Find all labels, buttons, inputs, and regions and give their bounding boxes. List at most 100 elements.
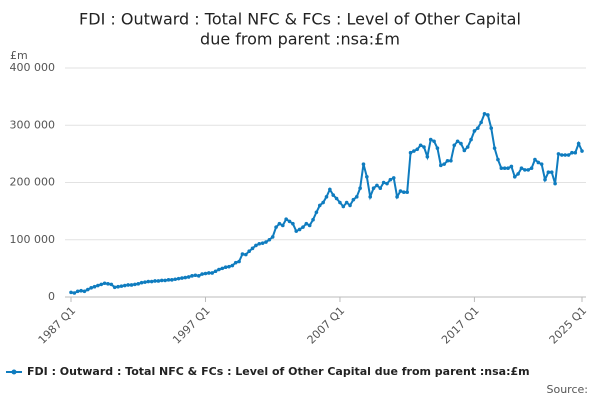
point xyxy=(449,158,453,163)
point xyxy=(136,282,141,286)
point xyxy=(106,282,110,286)
point xyxy=(539,162,544,166)
point xyxy=(153,279,157,283)
point xyxy=(307,223,312,228)
point xyxy=(149,279,154,284)
point xyxy=(230,263,235,268)
point xyxy=(509,164,514,169)
point xyxy=(203,271,208,276)
point xyxy=(563,153,567,157)
point xyxy=(297,227,302,232)
point xyxy=(200,272,204,276)
point xyxy=(314,210,319,215)
point xyxy=(496,157,500,162)
point xyxy=(186,275,191,279)
point xyxy=(516,172,520,176)
point xyxy=(442,162,446,166)
point xyxy=(489,126,494,130)
point xyxy=(452,143,457,148)
point xyxy=(576,141,581,146)
legend-label: FDI : Outward : Total NFC & FCs : Level … xyxy=(27,365,530,378)
point xyxy=(260,241,265,245)
point xyxy=(257,241,262,246)
point xyxy=(96,283,100,288)
point xyxy=(391,176,396,180)
point xyxy=(519,166,524,170)
point xyxy=(526,168,531,172)
source: Source: xyxy=(547,383,589,396)
point xyxy=(479,120,483,125)
point xyxy=(240,252,245,256)
point xyxy=(465,145,470,149)
point xyxy=(82,289,87,294)
point xyxy=(331,193,336,197)
point xyxy=(79,288,83,293)
point xyxy=(217,267,221,272)
point xyxy=(264,240,268,244)
point xyxy=(432,139,436,144)
point xyxy=(536,160,541,165)
point xyxy=(324,195,329,199)
point xyxy=(580,149,584,153)
point xyxy=(176,276,181,281)
point xyxy=(129,283,134,287)
point xyxy=(163,278,167,283)
point xyxy=(428,137,433,142)
point xyxy=(371,186,376,191)
point xyxy=(573,150,578,155)
line xyxy=(70,112,583,295)
point xyxy=(173,277,178,282)
point xyxy=(274,225,278,229)
point xyxy=(69,290,73,295)
y-tick-label: 400 000 xyxy=(10,61,56,74)
x-tick-label: 2025 Q1 xyxy=(547,304,590,347)
point xyxy=(486,113,490,117)
y-tick-label: 200 000 xyxy=(10,176,56,189)
x-tick-label: 1997 Q1 xyxy=(170,304,213,347)
point xyxy=(223,265,228,270)
point xyxy=(250,246,255,251)
point xyxy=(159,278,164,283)
point xyxy=(210,271,214,275)
point xyxy=(139,280,144,285)
point xyxy=(321,200,325,205)
point xyxy=(317,203,322,208)
point xyxy=(86,287,90,292)
point xyxy=(354,195,359,199)
point xyxy=(311,217,315,222)
point xyxy=(492,146,497,150)
point xyxy=(533,157,537,162)
point xyxy=(523,168,527,172)
point xyxy=(408,150,413,155)
point xyxy=(75,289,80,294)
point xyxy=(368,195,373,199)
point xyxy=(439,163,443,168)
y-tick-label: 0 xyxy=(48,290,55,303)
point xyxy=(506,166,510,170)
point xyxy=(462,148,467,153)
point xyxy=(351,197,356,202)
point xyxy=(116,284,120,289)
point xyxy=(301,225,305,229)
point xyxy=(92,284,97,289)
point xyxy=(213,269,218,274)
point xyxy=(344,200,349,205)
point xyxy=(472,129,477,133)
point xyxy=(244,252,248,257)
point xyxy=(341,204,346,209)
y-unit: £m xyxy=(10,49,28,62)
point xyxy=(180,276,184,280)
point xyxy=(499,166,504,170)
point xyxy=(418,143,423,148)
point xyxy=(381,180,386,185)
point xyxy=(122,283,127,288)
point xyxy=(170,278,174,282)
point xyxy=(566,153,571,157)
point xyxy=(455,139,460,144)
point xyxy=(358,186,362,191)
point xyxy=(502,166,507,170)
point xyxy=(183,275,188,280)
point xyxy=(284,217,288,221)
point xyxy=(254,243,258,248)
point xyxy=(549,170,554,174)
